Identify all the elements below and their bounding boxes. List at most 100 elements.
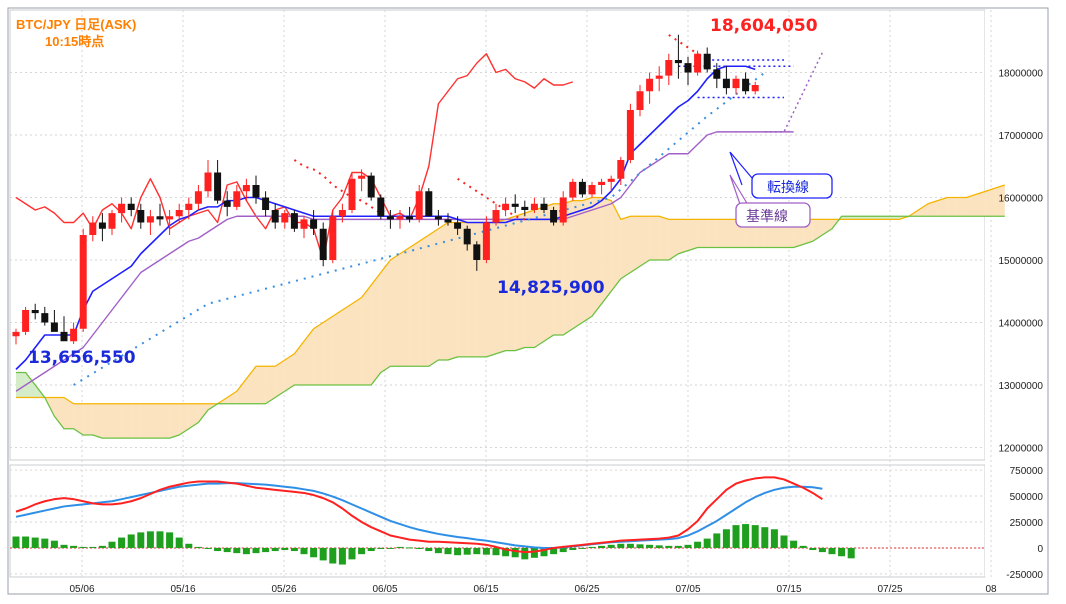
x-tick-label: 05/26: [271, 584, 296, 595]
candle-body: [454, 222, 462, 229]
histogram-bar: [588, 546, 596, 548]
cloud-segment: [25, 372, 36, 398]
candle-body: [569, 181, 577, 198]
support-dotted-line: [73, 71, 766, 386]
histogram-bar: [790, 540, 798, 548]
cloud-segment: [121, 403, 132, 439]
cloud-segment: [659, 216, 669, 260]
cloud-segment: [505, 216, 516, 351]
histogram-bar: [185, 543, 193, 548]
cloud-segment: [697, 219, 708, 248]
candle-body: [386, 216, 394, 220]
histogram-bar: [502, 547, 510, 557]
candle-body: [175, 210, 183, 217]
senkou-span-b-line: [16, 215, 1005, 439]
candle-body: [108, 213, 116, 229]
candle-body: [252, 185, 260, 198]
cloud-segment: [822, 219, 832, 235]
cloud-segment: [304, 328, 314, 385]
candle-body: [617, 160, 625, 179]
oscillator-series: [10, 476, 985, 565]
cloud-segment: [390, 253, 400, 367]
oscillator-panel: [9, 464, 986, 578]
candle-body: [31, 310, 39, 314]
histogram-bar: [492, 547, 500, 556]
cloud-segment: [227, 391, 237, 404]
cloud-segment: [956, 197, 967, 217]
cloud-segment: [716, 219, 727, 248]
candle-body: [377, 197, 385, 217]
cloud-segment: [169, 403, 180, 439]
candle-body: [137, 210, 145, 223]
tenkan-label: 転換線: [767, 179, 809, 195]
cloud-segment: [582, 197, 592, 323]
histogram-bar: [137, 532, 145, 548]
cloud-segment: [246, 366, 256, 404]
x-tick-label: 07/05: [675, 584, 700, 595]
cloud-segment: [928, 200, 938, 217]
cloud-segment: [553, 203, 564, 335]
cloud-segment: [995, 185, 1005, 217]
candle-body: [751, 85, 759, 92]
histogram-bar: [22, 536, 30, 548]
candle-body: [665, 60, 673, 76]
cloud-segment: [524, 210, 535, 348]
x-tick-label: 07/25: [877, 584, 902, 595]
cloud-segment: [592, 197, 602, 317]
histogram-bar: [444, 547, 452, 555]
histogram-bar: [262, 547, 270, 553]
mid-low-price-label: 14,825,900: [497, 278, 605, 298]
candle-body: [684, 63, 692, 73]
bearish-dots-1: [293, 159, 382, 214]
histogram-bar: [674, 545, 682, 548]
histogram-bar: [223, 547, 231, 553]
x-tick-label: 06/15: [473, 584, 498, 595]
candle-body: [204, 172, 212, 192]
candle-body: [146, 216, 154, 223]
cloud-segment: [620, 216, 631, 279]
cloud-segment: [976, 191, 986, 217]
histogram-bar: [482, 547, 490, 555]
x-tick-label: 06/25: [574, 584, 599, 595]
histogram-bar: [70, 545, 78, 548]
histogram-bar: [271, 547, 279, 552]
high-trend-dots: [668, 34, 708, 61]
candle-body: [559, 197, 567, 223]
histogram-bar: [742, 524, 750, 548]
osc-tick-label: 0: [1037, 544, 1043, 555]
cloud-segment: [966, 194, 976, 217]
histogram-bar: [290, 547, 298, 552]
cloud-segment: [83, 403, 93, 435]
histogram-bar: [473, 547, 481, 555]
high-price-label: 18,604,050: [710, 16, 818, 36]
histogram-bar: [655, 545, 663, 548]
kijun-projection: [764, 52, 824, 133]
histogram-bar: [319, 547, 327, 561]
cloud-segment: [284, 353, 295, 392]
histogram-bar: [809, 547, 817, 551]
histogram-bar: [425, 547, 433, 552]
candle-body: [396, 216, 404, 220]
candle-body: [281, 213, 289, 223]
cloud-segment: [640, 216, 650, 267]
candle-body: [185, 203, 193, 210]
histogram-bar: [780, 535, 788, 548]
cloud-segment: [649, 216, 660, 260]
histogram-bar: [367, 547, 375, 552]
cloud-segment: [448, 222, 458, 360]
cloud-segment: [457, 222, 468, 357]
cloud-segment: [841, 216, 852, 220]
histogram-bar: [166, 532, 174, 548]
candle-body: [713, 69, 721, 79]
candle-body: [646, 78, 654, 92]
cloud-segment: [889, 216, 900, 220]
osc-tick-label: 750000: [1010, 466, 1044, 477]
candle-body: [329, 216, 337, 260]
histogram-bar: [348, 547, 356, 560]
candle-body: [463, 228, 471, 245]
candle-body: [70, 328, 78, 342]
histogram-bar: [646, 544, 654, 548]
histogram-bar: [694, 541, 702, 548]
histogram-bar: [598, 545, 606, 548]
cloud-segment: [323, 316, 333, 385]
